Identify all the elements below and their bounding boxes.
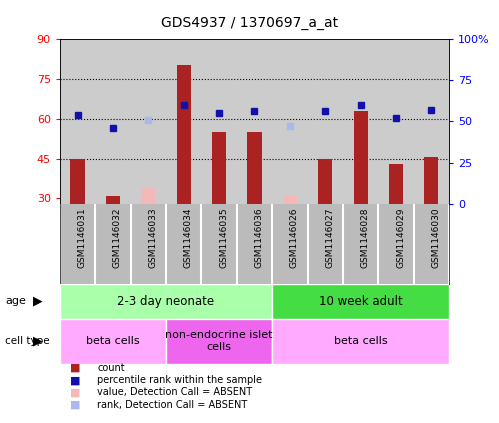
Bar xyxy=(248,132,261,204)
Text: GSM1146031: GSM1146031 xyxy=(77,208,86,269)
Bar xyxy=(60,284,272,319)
Text: beta cells: beta cells xyxy=(86,336,140,346)
Bar xyxy=(212,132,226,204)
Text: GSM1146026: GSM1146026 xyxy=(290,208,299,268)
Text: beta cells: beta cells xyxy=(334,336,387,346)
Text: GSM1146028: GSM1146028 xyxy=(361,208,370,268)
Text: GSM1146032: GSM1146032 xyxy=(113,208,122,268)
Text: GSM1146036: GSM1146036 xyxy=(254,208,263,269)
Bar xyxy=(424,157,439,204)
Text: rank, Detection Call = ABSENT: rank, Detection Call = ABSENT xyxy=(97,400,248,409)
Text: GDS4937 / 1370697_a_at: GDS4937 / 1370697_a_at xyxy=(161,16,338,30)
Text: cell type: cell type xyxy=(5,336,49,346)
Bar xyxy=(283,196,297,204)
Text: age: age xyxy=(5,296,26,306)
Text: ▶: ▶ xyxy=(32,295,42,308)
Text: ■: ■ xyxy=(70,400,80,409)
Text: 10 week adult: 10 week adult xyxy=(319,295,403,308)
Text: 2-3 day neonate: 2-3 day neonate xyxy=(117,295,215,308)
Bar xyxy=(106,196,120,204)
Text: GSM1146033: GSM1146033 xyxy=(148,208,157,269)
Bar xyxy=(318,159,332,204)
Text: value, Detection Call = ABSENT: value, Detection Call = ABSENT xyxy=(97,387,252,398)
Bar xyxy=(272,284,449,319)
Text: ■: ■ xyxy=(70,363,80,373)
Text: ■: ■ xyxy=(70,375,80,385)
Bar xyxy=(389,164,403,204)
Text: GSM1146029: GSM1146029 xyxy=(396,208,405,268)
Bar xyxy=(166,319,272,364)
Text: GSM1146035: GSM1146035 xyxy=(219,208,228,269)
Text: GSM1146030: GSM1146030 xyxy=(432,208,441,269)
Text: GSM1146034: GSM1146034 xyxy=(184,208,193,268)
Text: ▶: ▶ xyxy=(32,335,42,348)
Text: GSM1146027: GSM1146027 xyxy=(325,208,334,268)
Text: non-endocrine islet
cells: non-endocrine islet cells xyxy=(165,330,273,352)
Text: count: count xyxy=(97,363,125,373)
Bar xyxy=(177,66,191,204)
Bar xyxy=(354,111,368,204)
Bar xyxy=(70,159,85,204)
Bar xyxy=(141,188,155,204)
Bar xyxy=(272,319,449,364)
Bar xyxy=(60,319,166,364)
Text: ■: ■ xyxy=(70,387,80,398)
Text: percentile rank within the sample: percentile rank within the sample xyxy=(97,375,262,385)
